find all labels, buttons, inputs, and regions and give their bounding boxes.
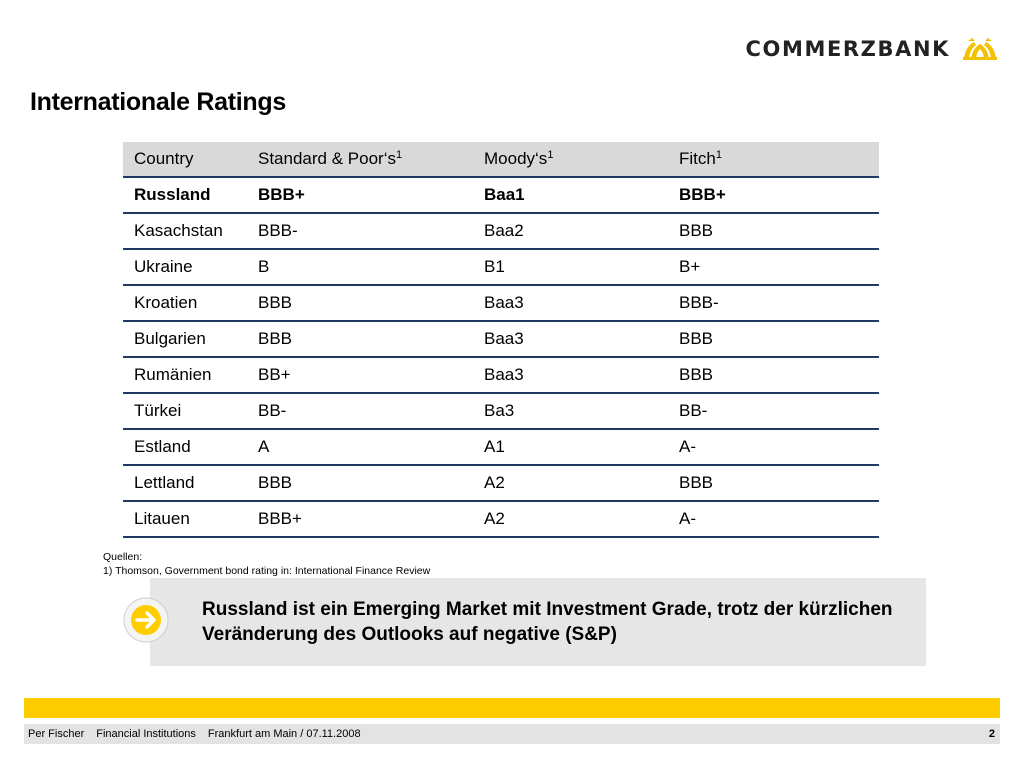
cell-sp-rating: BB- [247,393,473,430]
cell-country: Lettland [123,465,247,502]
footer-author: Per Fischer [28,728,85,740]
sources-footnote: 1) Thomson, Government bond rating in: I… [103,565,431,577]
cell-country: Russland [123,177,247,214]
cell-country: Litauen [123,501,247,538]
column-header-label: Country [134,149,194,168]
cell-moodys-rating: Baa3 [473,357,668,394]
cell-fitch-rating: BBB- [668,285,879,322]
cell-moodys-rating: Baa3 [473,285,668,322]
cell-country: Bulgarien [123,321,247,358]
cell-sp-rating: BBB+ [247,177,473,214]
column-header-sp: Standard & Poor‘s1 [247,142,473,178]
column-header-label: Fitch [679,149,716,168]
table-row: Lettland BBB A2 BBB [123,465,879,502]
sources-heading: Quellen: [103,551,143,563]
cell-fitch-rating: BBB+ [668,177,879,214]
cell-fitch-rating: A- [668,429,879,466]
table-row: Türkei BB- Ba3 BB- [123,393,879,430]
footer-place-date: Frankfurt am Main / 07.11.2008 [207,728,361,740]
column-header-fitch: Fitch1 [668,142,879,178]
key-message-text: Russland ist ein Emerging Market mit Inv… [202,599,893,645]
ratings-table: Country Standard & Poor‘s1 Moody‘s1 Fitc… [123,142,879,538]
cell-sp-rating: BBB+ [247,501,473,538]
table-row: Bulgarien BBB Baa3 BBB [123,321,879,358]
cell-country: Kroatien [123,285,247,322]
cell-fitch-rating: BB- [668,393,879,430]
cell-fitch-rating: B+ [668,249,879,286]
key-message-box: Russland ist ein Emerging Market mit Inv… [150,578,926,666]
cell-moodys-rating: Baa1 [473,177,668,214]
cell-moodys-rating: Baa2 [473,213,668,250]
brand-name: COMMERZBANK [745,37,950,61]
cell-country: Türkei [123,393,247,430]
commerzbank-ribbon-icon [960,36,1000,62]
footnote-marker: 1 [715,149,722,161]
page-number: 2 [988,728,995,740]
cell-moodys-rating: Baa3 [473,321,668,358]
arrow-right-icon [123,597,169,643]
column-header-label: Moody‘s [484,149,548,168]
cell-sp-rating: A [247,429,473,466]
cell-fitch-rating: BBB [668,465,879,502]
table-row: Estland A A1 A- [123,429,879,466]
cell-sp-rating: BBB [247,285,473,322]
cell-sp-rating: BBB- [247,213,473,250]
footnote-marker: 1 [395,149,403,161]
cell-sp-rating: BB+ [247,357,473,394]
cell-sp-rating: BBB [247,465,473,502]
table-row: Kasachstan BBB- Baa2 BBB [123,213,879,250]
commerzbank-logo: COMMERZBANK [745,36,1000,62]
cell-moodys-rating: B1 [473,249,668,286]
cell-moodys-rating: A1 [473,429,668,466]
table-row: Rumänien BB+ Baa3 BBB [123,357,879,394]
column-header-country: Country [123,142,247,178]
cell-sp-rating: B [247,249,473,286]
ratings-table-body: Russland BBB+ Baa1 BBB+ Kasachstan BBB- Baa2 BB… [123,177,879,538]
table-row: Russland BBB+ Baa1 BBB+ [123,177,879,214]
footer-department: Financial Institutions [96,728,196,740]
page-title: Internationale Ratings [30,88,286,116]
table-row: Ukraine B B1 B+ [123,249,879,286]
cell-fitch-rating: BBB [668,213,879,250]
column-header-label: Standard & Poor‘s [258,149,396,168]
cell-country: Estland [123,429,247,466]
table-row: Litauen BBB+ A2 A- [123,501,879,538]
cell-fitch-rating: BBB [668,357,879,394]
table-row: Kroatien BBB Baa3 BBB- [123,285,879,322]
column-header-moodys: Moody‘s1 [473,142,668,178]
cell-moodys-rating: A2 [473,465,668,502]
cell-sp-rating: BBB [247,321,473,358]
cell-moodys-rating: A2 [473,501,668,538]
cell-country: Ukraine [123,249,247,286]
sources-note: Quellen: 1) Thomson, Government bond rat… [103,550,430,578]
cell-fitch-rating: A- [668,501,879,538]
footnote-marker: 1 [547,149,554,161]
table-header-row: Country Standard & Poor‘s1 Moody‘s1 Fitc… [123,142,879,178]
cell-country: Kasachstan [123,213,247,250]
accent-bar [24,698,1000,718]
cell-moodys-rating: Ba3 [473,393,668,430]
cell-country: Rumänien [123,357,247,394]
footer: Per Fischer Financial Institutions Frank… [24,724,1000,744]
cell-fitch-rating: BBB [668,321,879,358]
